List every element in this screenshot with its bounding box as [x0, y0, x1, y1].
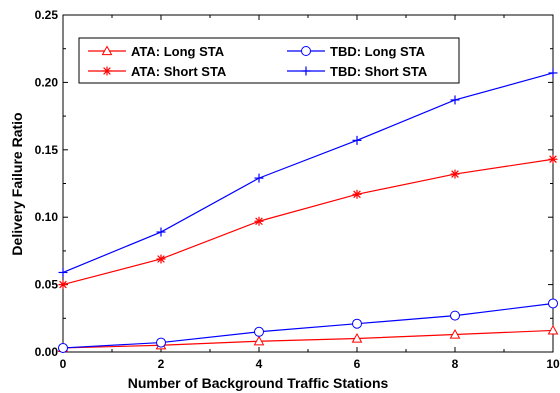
- legend-label: ATA: Long STA: [131, 44, 225, 59]
- data-point: [58, 280, 68, 290]
- x-tick-label: 10: [546, 357, 560, 371]
- data-point: [352, 318, 362, 329]
- legend-entry: ATA: Long STA: [88, 44, 225, 59]
- y-tick-label: 0.25: [35, 8, 59, 22]
- data-point: [449, 328, 461, 339]
- series-0: [57, 324, 559, 353]
- series-line: [62, 329, 554, 349]
- legend-marker: [101, 45, 113, 56]
- x-tick-label: 8: [452, 357, 459, 371]
- y-tick-label: 0.05: [35, 278, 59, 292]
- legend-label: TBD: Short STA: [330, 64, 428, 79]
- data-point: [253, 335, 265, 346]
- legend-marker: [301, 66, 311, 76]
- y-tick-label: 0.10: [35, 210, 59, 224]
- series-1: [58, 298, 558, 353]
- data-point: [450, 310, 460, 321]
- data-point: [156, 337, 166, 348]
- series-3: [58, 68, 558, 277]
- x-tick-label: 4: [256, 357, 263, 371]
- legend-marker: [102, 66, 112, 76]
- legend-entry: TBD: Short STA: [287, 64, 428, 79]
- y-tick-label: 0.20: [35, 75, 59, 89]
- legend: ATA: Long STA TBD: Long STA ATA: Short STA…: [78, 37, 460, 84]
- legend-entry: TBD: Long STA: [287, 44, 426, 59]
- data-point: [254, 173, 264, 183]
- data-point: [156, 254, 166, 264]
- data-point: [58, 267, 68, 277]
- data-point: [548, 298, 558, 309]
- y-tick-label: 0.15: [35, 143, 59, 157]
- data-point: [352, 135, 362, 145]
- data-point: [352, 189, 362, 199]
- x-tick-label: 2: [158, 357, 165, 371]
- x-tick-label: 0: [60, 357, 67, 371]
- y-axis-title: Delivery Failure Ratio: [9, 112, 25, 255]
- data-point: [351, 332, 363, 343]
- data-point: [548, 68, 558, 78]
- legend-label: ATA: Short STA: [131, 64, 227, 79]
- y-tick-label: 0.00: [35, 345, 59, 359]
- series-2: [58, 154, 558, 290]
- series-line: [62, 72, 554, 274]
- legend-box: [78, 37, 460, 84]
- axis-ticks: 0 2 4 6 8 10 0.00 0.05 0.10 0.15 0.20 0.25: [35, 8, 560, 371]
- data-point: [156, 227, 166, 237]
- legend-label: TBD: Long STA: [330, 44, 426, 59]
- series-layer: [57, 68, 559, 353]
- legend-marker: [301, 46, 311, 56]
- data-point: [58, 342, 68, 353]
- data-point: [547, 324, 559, 335]
- data-point: [548, 154, 558, 164]
- series-line: [62, 302, 554, 349]
- x-axis-title: Number of Background Traffic Stations: [128, 375, 389, 391]
- data-point: [254, 326, 264, 337]
- series-line: [62, 158, 554, 286]
- data-point: [254, 216, 264, 226]
- legend-entry: ATA: Short STA: [88, 64, 227, 79]
- data-point: [450, 169, 460, 179]
- data-point: [450, 95, 460, 105]
- x-tick-label: 6: [354, 357, 361, 371]
